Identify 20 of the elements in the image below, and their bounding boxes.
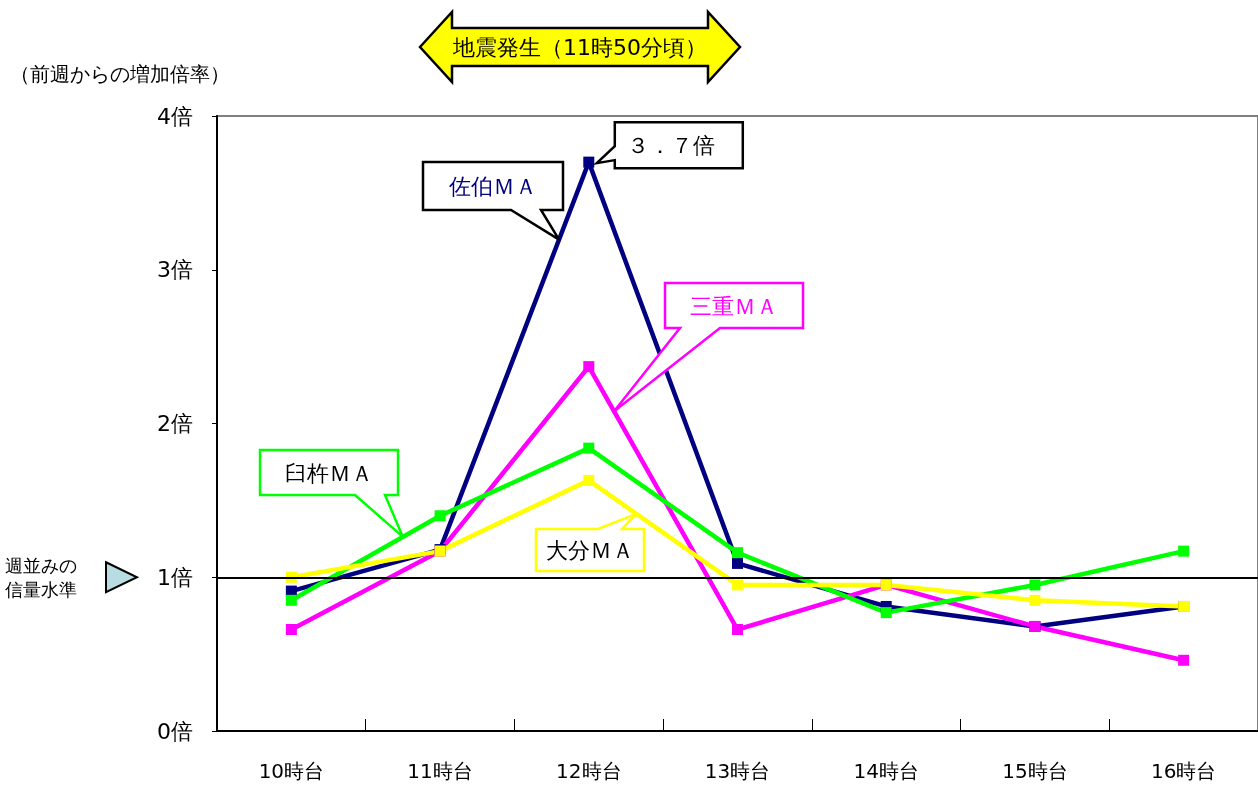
x-tick-label: 16時台 bbox=[1150, 759, 1217, 783]
text: 三重ＭＡ bbox=[690, 293, 778, 319]
x-tick-label: 12時台 bbox=[556, 759, 622, 783]
x-tick-label: 10時台 bbox=[258, 759, 325, 783]
y-axis-title: （前週からの増加倍率） bbox=[10, 62, 230, 86]
text: 臼杵ＭＡ bbox=[285, 460, 373, 486]
x-tick-label: 13時台 bbox=[704, 759, 771, 783]
series-label: 佐伯ＭＡ bbox=[449, 174, 537, 199]
x-tick-label: 15時台 bbox=[1002, 759, 1068, 783]
y-tick-label: 4倍 bbox=[157, 103, 193, 129]
y-tick-label: 2倍 bbox=[157, 411, 193, 436]
x-tick-label: 11時台 bbox=[407, 759, 473, 783]
series-label: 大分ＭＡ bbox=[546, 538, 634, 563]
ref-line-label: 週並みの信量水準 bbox=[5, 554, 77, 600]
annotation: ３．７倍 bbox=[626, 133, 715, 159]
y-tick-label: 1倍 bbox=[157, 564, 193, 590]
y-tick-label: 0倍 bbox=[157, 718, 193, 744]
chart-title: 地震発生（11時50分頃） bbox=[452, 35, 707, 60]
y-tick-label: 3倍 bbox=[157, 257, 193, 283]
x-tick-label: 14時台 bbox=[853, 759, 919, 783]
